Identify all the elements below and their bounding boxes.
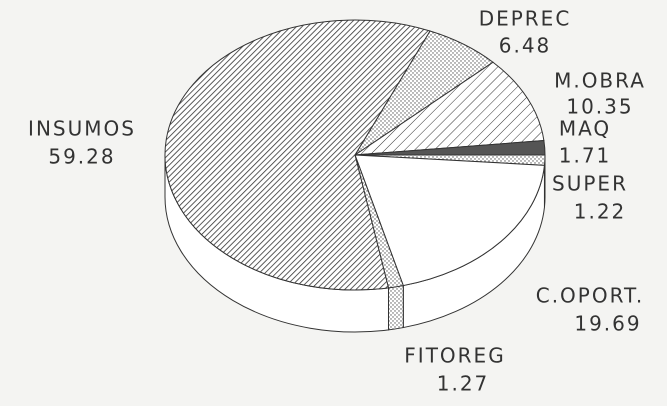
slice-value: 10.35 xyxy=(566,95,633,119)
slice-label: SUPER xyxy=(552,172,628,196)
slice-value: 6.48 xyxy=(499,34,552,58)
slice-label: INSUMOS xyxy=(28,117,136,141)
slice-label: C.OPORT. xyxy=(536,284,645,308)
slice-side xyxy=(387,284,404,331)
slice-label: M.OBRA xyxy=(554,69,646,93)
slice-label: DEPREC xyxy=(479,7,572,31)
slice-value: 1.71 xyxy=(559,144,612,168)
slice-label: FITOREG xyxy=(404,344,505,368)
slice-label: MAQ xyxy=(559,117,611,141)
slice-value: 1.27 xyxy=(437,372,490,396)
slice-value: 19.69 xyxy=(574,312,641,336)
pie-slice xyxy=(164,19,431,291)
pie-slice xyxy=(354,154,545,287)
pie-slice xyxy=(353,61,545,156)
slice-value: 59.28 xyxy=(48,145,115,169)
slice-value: 1.22 xyxy=(574,200,627,224)
